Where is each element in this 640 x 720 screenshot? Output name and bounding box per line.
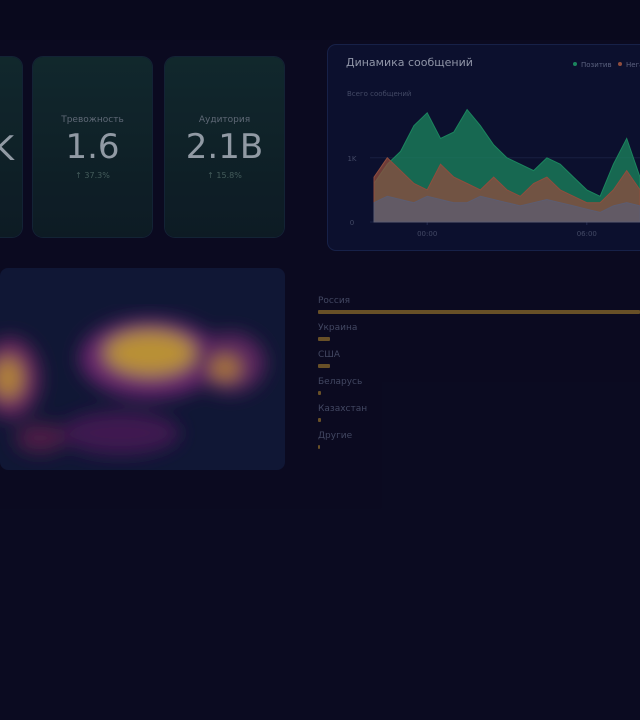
y-tick-label: 0 [350,219,354,227]
stat-change: ↑ 15.8% [207,171,242,180]
y-axis-label: Всего сообщений [347,90,411,98]
heatmap [0,318,265,455]
top-bar [0,0,640,40]
legend-swatch [573,62,577,66]
region-name: Украина [318,323,358,333]
region-bar [318,364,330,368]
region-bar [318,445,320,449]
x-tick-label: 00:00 [417,230,437,238]
stat-card: Тревожность 1.6 ↑ 37.3% [33,57,152,237]
region-name: Россия [318,296,351,306]
stat-value: K [0,129,14,169]
stat-card: Аудитория 2.1B ↑ 15.8% [165,57,284,237]
chart-title: Динамика сообщений [346,56,473,69]
stat-value: 2.1B [185,127,264,167]
stat-change: ↑ 37.3% [75,171,110,180]
region-bar [318,391,322,395]
region-name: США [318,350,341,360]
legend-label: Позитив [581,61,612,69]
region-name: Другие [318,431,353,441]
region-bar [318,418,321,422]
y-tick-label: 1K [347,155,356,163]
stat-card: K [0,57,22,237]
heatmap-panel [0,268,285,470]
stat-label: Тревожность [61,115,124,125]
legend-label: Негатив [626,61,640,69]
heatmap-blobs [0,318,265,455]
legend-swatch [618,62,622,66]
x-tick-label: 06:00 [577,230,597,238]
area [373,195,640,223]
stat-value: 1.6 [65,127,120,167]
region-name: Беларусь [318,377,363,387]
region-bar [318,337,330,341]
region-name: Казахстан [318,404,368,414]
region-bar [318,310,640,314]
stat-label: Аудитория [198,115,251,125]
